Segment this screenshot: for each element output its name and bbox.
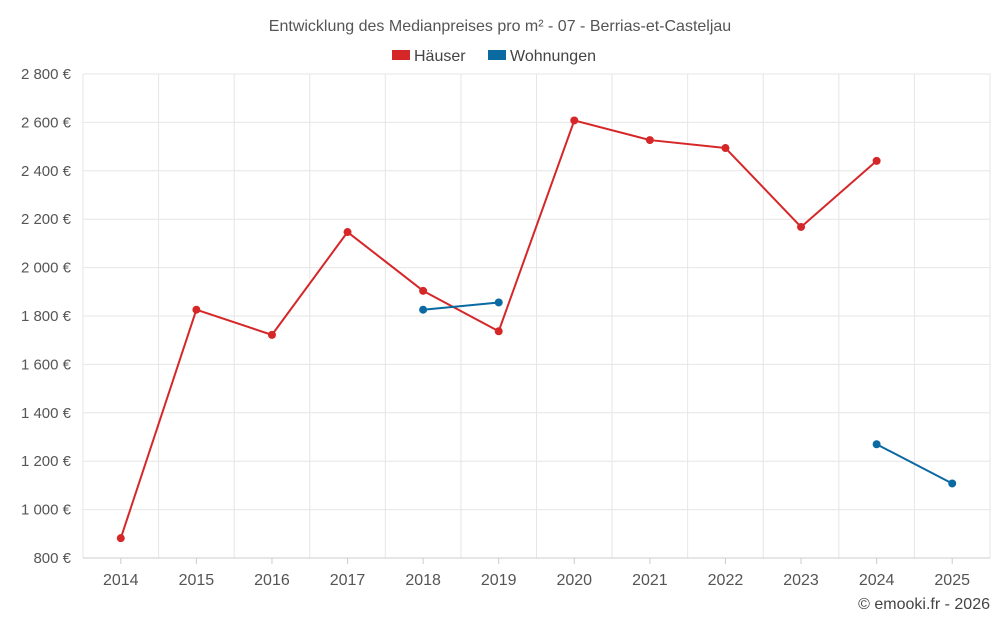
x-tick-label: 2015 [179, 572, 215, 589]
x-tick-label: 2018 [405, 572, 441, 589]
series-line [875, 443, 954, 485]
data-point[interactable] [645, 136, 654, 145]
legend: Häuser Wohnungen [392, 48, 596, 65]
series-häuser [116, 116, 881, 543]
copyright-credit: © emooki.fr - 2026 [858, 596, 990, 613]
data-point[interactable] [570, 116, 579, 125]
x-tick-label: 2020 [556, 572, 592, 589]
x-axis: 2014 2015 2016 2017 2018 2019 2020 2021 2022 2023… [83, 557, 990, 589]
data-point[interactable] [872, 440, 881, 449]
y-tick-label: 1 200 € [21, 453, 72, 470]
legend-item-häuser[interactable]: Häuser [392, 48, 466, 65]
x-tick-label: 2014 [103, 572, 139, 589]
x-tick-label: 2022 [708, 572, 744, 589]
data-point[interactable] [797, 222, 806, 231]
data-point[interactable] [267, 330, 276, 339]
x-tick-label: 2017 [330, 572, 366, 589]
y-tick-label: 2 400 € [21, 163, 72, 180]
data-point[interactable] [116, 534, 125, 543]
x-tick-label: 2023 [783, 572, 819, 589]
data-point[interactable] [948, 479, 957, 488]
data-point[interactable] [721, 144, 730, 153]
data-point[interactable] [419, 305, 428, 314]
legend-swatch [392, 50, 410, 60]
data-point[interactable] [192, 305, 201, 314]
gridlines [82, 73, 991, 558]
y-tick-label: 2 600 € [21, 114, 72, 131]
legend-item-wohnungen[interactable]: Wohnungen [488, 48, 596, 65]
series-layer [116, 116, 957, 543]
y-tick-label: 1 800 € [21, 308, 72, 325]
data-point[interactable] [419, 286, 428, 295]
series-wohnungen [419, 298, 957, 488]
y-tick-label: 2 200 € [21, 211, 72, 228]
data-point[interactable] [494, 298, 503, 307]
x-tick-label: 2025 [934, 572, 970, 589]
y-tick-label: 1 400 € [21, 405, 72, 422]
data-point[interactable] [494, 327, 503, 336]
chart-title: Entwicklung des Medianpreises pro m² - 0… [269, 18, 731, 35]
legend-swatch [488, 50, 506, 60]
series-line [422, 301, 500, 311]
y-tick-label: 1 600 € [21, 356, 72, 373]
data-point[interactable] [872, 156, 881, 165]
y-tick-label: 800 € [33, 550, 71, 567]
y-tick-label: 2 000 € [21, 260, 72, 277]
data-point[interactable] [343, 228, 352, 237]
x-tick-label: 2021 [632, 572, 668, 589]
y-tick-label: 1 000 € [21, 502, 72, 519]
x-tick-label: 2016 [254, 572, 290, 589]
legend-label: Wohnungen [510, 48, 596, 65]
y-tick-label: 2 800 € [21, 66, 72, 83]
y-axis: 800 € 1 000 € 1 200 € 1 400 € 1 600 € 1 800 €… [21, 66, 72, 567]
legend-label: Häuser [414, 48, 466, 65]
x-tick-label: 2024 [859, 572, 895, 589]
x-tick-label: 2019 [481, 572, 517, 589]
